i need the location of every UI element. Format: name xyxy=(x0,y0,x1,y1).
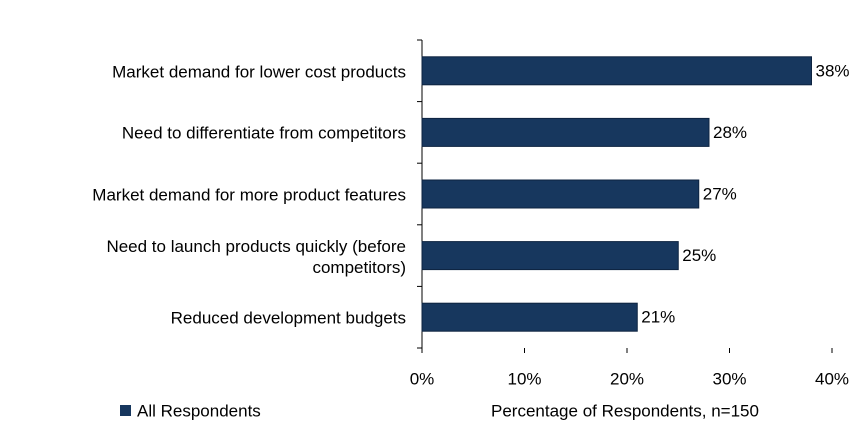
bar xyxy=(421,241,679,271)
category-label: Need to differentiate from competitors xyxy=(121,123,406,143)
value-label: 21% xyxy=(641,308,675,327)
category-label: Reduced development budgets xyxy=(170,308,406,328)
category-label: Need to launch products quickly (before … xyxy=(106,236,406,277)
x-tick-label: 0% xyxy=(410,369,435,388)
category-label: Market demand for more product features xyxy=(92,185,406,205)
value-label: 25% xyxy=(682,246,716,265)
value-label: 38% xyxy=(816,61,850,80)
value-label: 27% xyxy=(703,184,737,203)
x-tick-label: 40% xyxy=(815,369,849,388)
value-label: 28% xyxy=(713,123,747,142)
bar xyxy=(421,117,710,147)
legend-label: All Respondents xyxy=(137,401,261,420)
category-label: Market demand for lower cost products xyxy=(112,62,406,82)
x-tick-label: 10% xyxy=(507,369,541,388)
bar xyxy=(421,302,638,332)
x-tick-label: 20% xyxy=(610,369,644,388)
x-tick-label: 30% xyxy=(712,369,746,388)
bar xyxy=(421,179,700,209)
x-axis-title: Percentage of Respondents, n=150 xyxy=(491,401,759,420)
legend-swatch xyxy=(120,405,131,416)
bar xyxy=(421,56,812,86)
